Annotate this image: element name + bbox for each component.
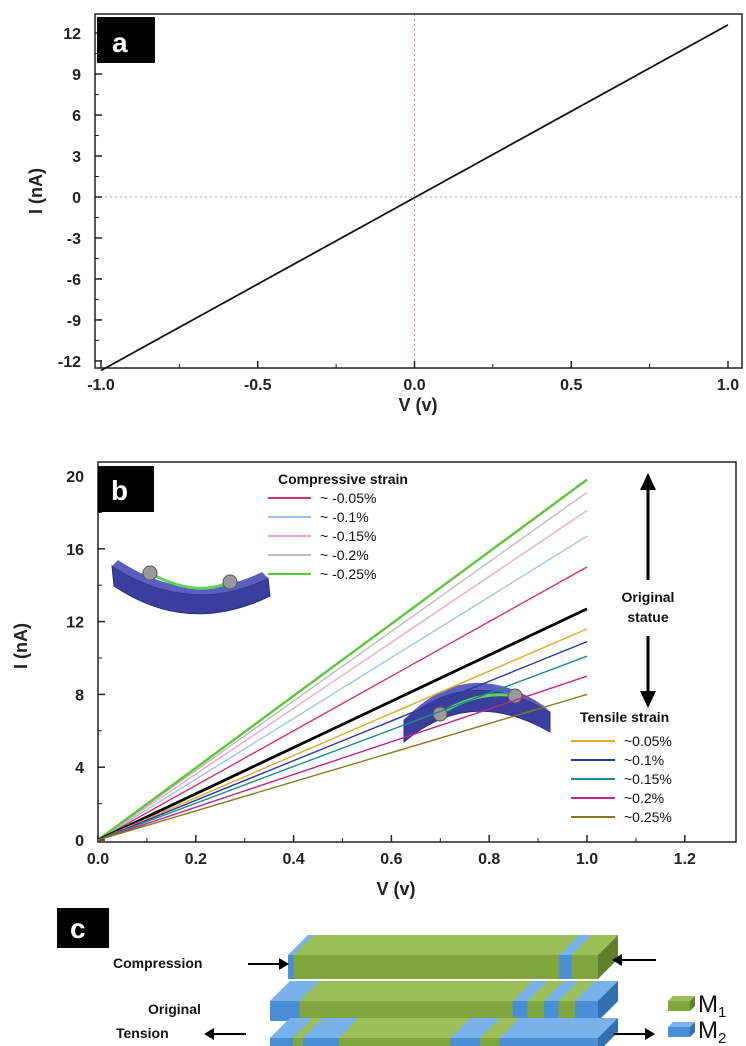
- panel-a-ytick-label: -12: [58, 354, 81, 371]
- legend-compressive-item: ~ -0.2%: [320, 547, 369, 563]
- panel-b-line-compressive: [97, 491, 588, 841]
- panel-b-line-tensile: [97, 693, 588, 841]
- panel-b-ytick-label: 0: [75, 833, 84, 850]
- panel-a-ylabel: I (nA): [26, 168, 46, 214]
- panel-b-line-compressive: [97, 535, 588, 841]
- panel-b-xlabel: V (v): [376, 879, 415, 899]
- panel-b-ytick-label: 4: [75, 760, 84, 777]
- annotation-statue: statue: [627, 609, 668, 625]
- panel-a-label: a: [112, 27, 128, 58]
- tension-bar: [270, 1018, 618, 1046]
- legend-m1-swatch: [668, 1001, 690, 1011]
- legend-tensile-item: ~0.2%: [624, 790, 664, 806]
- panel-a-xlabel: V (v): [398, 395, 437, 415]
- compression-arrow-right: [612, 954, 656, 966]
- panel-a-xtick-label: -0.5: [244, 377, 272, 394]
- panel-b-ytick-label: 12: [66, 615, 84, 632]
- panel-b-xtick-label: 0.4: [282, 851, 304, 868]
- annotation-original: Original: [622, 589, 675, 605]
- tension-arrow-left: [204, 1028, 246, 1040]
- panel-b-xtick-label: 1.0: [576, 851, 598, 868]
- panel-a-xtick-label: 1.0: [717, 377, 739, 394]
- legend-m1-label: M1: [698, 991, 726, 1021]
- original-bar: [270, 981, 618, 1021]
- panel-a: -1.0 -0.5 0.0 0.5 1.0 -12 -9 -6 -3 0 3 6 9 12 a V (v)…: [26, 13, 743, 415]
- legend-m2-label: M2: [698, 1017, 726, 1046]
- panel-b-ytick-label: 16: [66, 542, 84, 559]
- legend-m1-swatch-top: [668, 996, 695, 1001]
- legend-compressive-title: Compressive strain: [278, 471, 408, 487]
- legend-tensile-item: ~0.1%: [624, 752, 664, 768]
- panel-a-xtick-label: -1.0: [87, 377, 115, 394]
- original-label: Original: [148, 1001, 201, 1017]
- panel-b-line-tensile: [97, 640, 588, 841]
- legend-m2: [668, 1022, 695, 1037]
- panel-a-ytick-label: -6: [67, 272, 81, 289]
- panel-c: c Compression Original Tension M1: [57, 908, 726, 1046]
- legend-compressive-item: ~ -0.05%: [320, 490, 376, 506]
- legend-compressive-item: ~ -0.1%: [320, 509, 369, 525]
- panel-b-ytick-label: 8: [75, 687, 84, 704]
- legend-tensile-title: Tensile strain: [580, 709, 669, 725]
- panel-a-label-box: [97, 17, 155, 63]
- panel-a-ytick-label: 6: [72, 108, 81, 125]
- panel-b-line-tensile: [97, 655, 588, 841]
- panel-b-xtick-label: 0.0: [87, 851, 109, 868]
- tension-label: Tension: [116, 1025, 169, 1041]
- panel-a-ytick-label: 3: [72, 149, 81, 166]
- panel-b-line-tensile: [97, 628, 588, 841]
- panel-a-ytick-label: 9: [72, 67, 81, 84]
- panel-b-label: b: [111, 475, 128, 506]
- original-statue-arrow: [640, 473, 656, 708]
- panel-b-label-box: [98, 466, 154, 512]
- compression-arrow-left: [248, 958, 289, 970]
- panel-b-xtick-label: 0.8: [478, 851, 500, 868]
- panel-b-frame: [97, 461, 737, 843]
- panel-c-label: c: [70, 913, 86, 944]
- legend-tensile-item: ~0.05%: [624, 733, 672, 749]
- panel-b-xtick-label: 1.2: [674, 851, 696, 868]
- panel-b-xtick-label: 0.6: [380, 851, 402, 868]
- compression-bar: [288, 935, 618, 979]
- panel-a-ytick-label: 12: [63, 26, 81, 43]
- panel-a-ytick-label: 0: [72, 190, 81, 207]
- panel-b-line-tensile: [97, 675, 588, 841]
- panel-b-ytick-label: 20: [66, 469, 84, 486]
- panel-a-ytick-label: -3: [67, 231, 81, 248]
- panel-a-ytick-label: -9: [67, 313, 81, 330]
- legend-tensile-item: ~0.25%: [624, 809, 672, 825]
- panel-b-line-compressive: [97, 566, 588, 841]
- legend-compressive-item: ~ -0.25%: [320, 566, 376, 582]
- panel-b-line-compressive: [97, 478, 588, 841]
- compressive-sample-inset: [111, 560, 271, 615]
- panel-c-label-box: [57, 908, 109, 948]
- panel-b-line-compressive: [97, 509, 588, 841]
- legend-m1: [668, 996, 695, 1011]
- panel-b: 0.0 0.2 0.4 0.6 0.8 1.0 1.2 0 4 8 12 16 20 Compressi…: [11, 461, 737, 899]
- legend-tensile-item: ~0.15%: [624, 771, 672, 787]
- panel-b-ylabel: I (nA): [11, 623, 31, 669]
- panel-a-xtick-label: 0.0: [403, 377, 425, 394]
- tension-arrow-right: [614, 1028, 655, 1040]
- panel-b-xtick-label: 0.2: [185, 851, 207, 868]
- panel-a-iv-line: [100, 24, 729, 372]
- legend-compressive-item: ~ -0.15%: [320, 528, 376, 544]
- panel-a-xtick-label: 0.5: [560, 377, 582, 394]
- panel-a-frame: [94, 13, 743, 369]
- compression-label: Compression: [113, 955, 202, 971]
- panel-b-line-original: [97, 607, 588, 842]
- legend-m2-swatch: [668, 1027, 690, 1037]
